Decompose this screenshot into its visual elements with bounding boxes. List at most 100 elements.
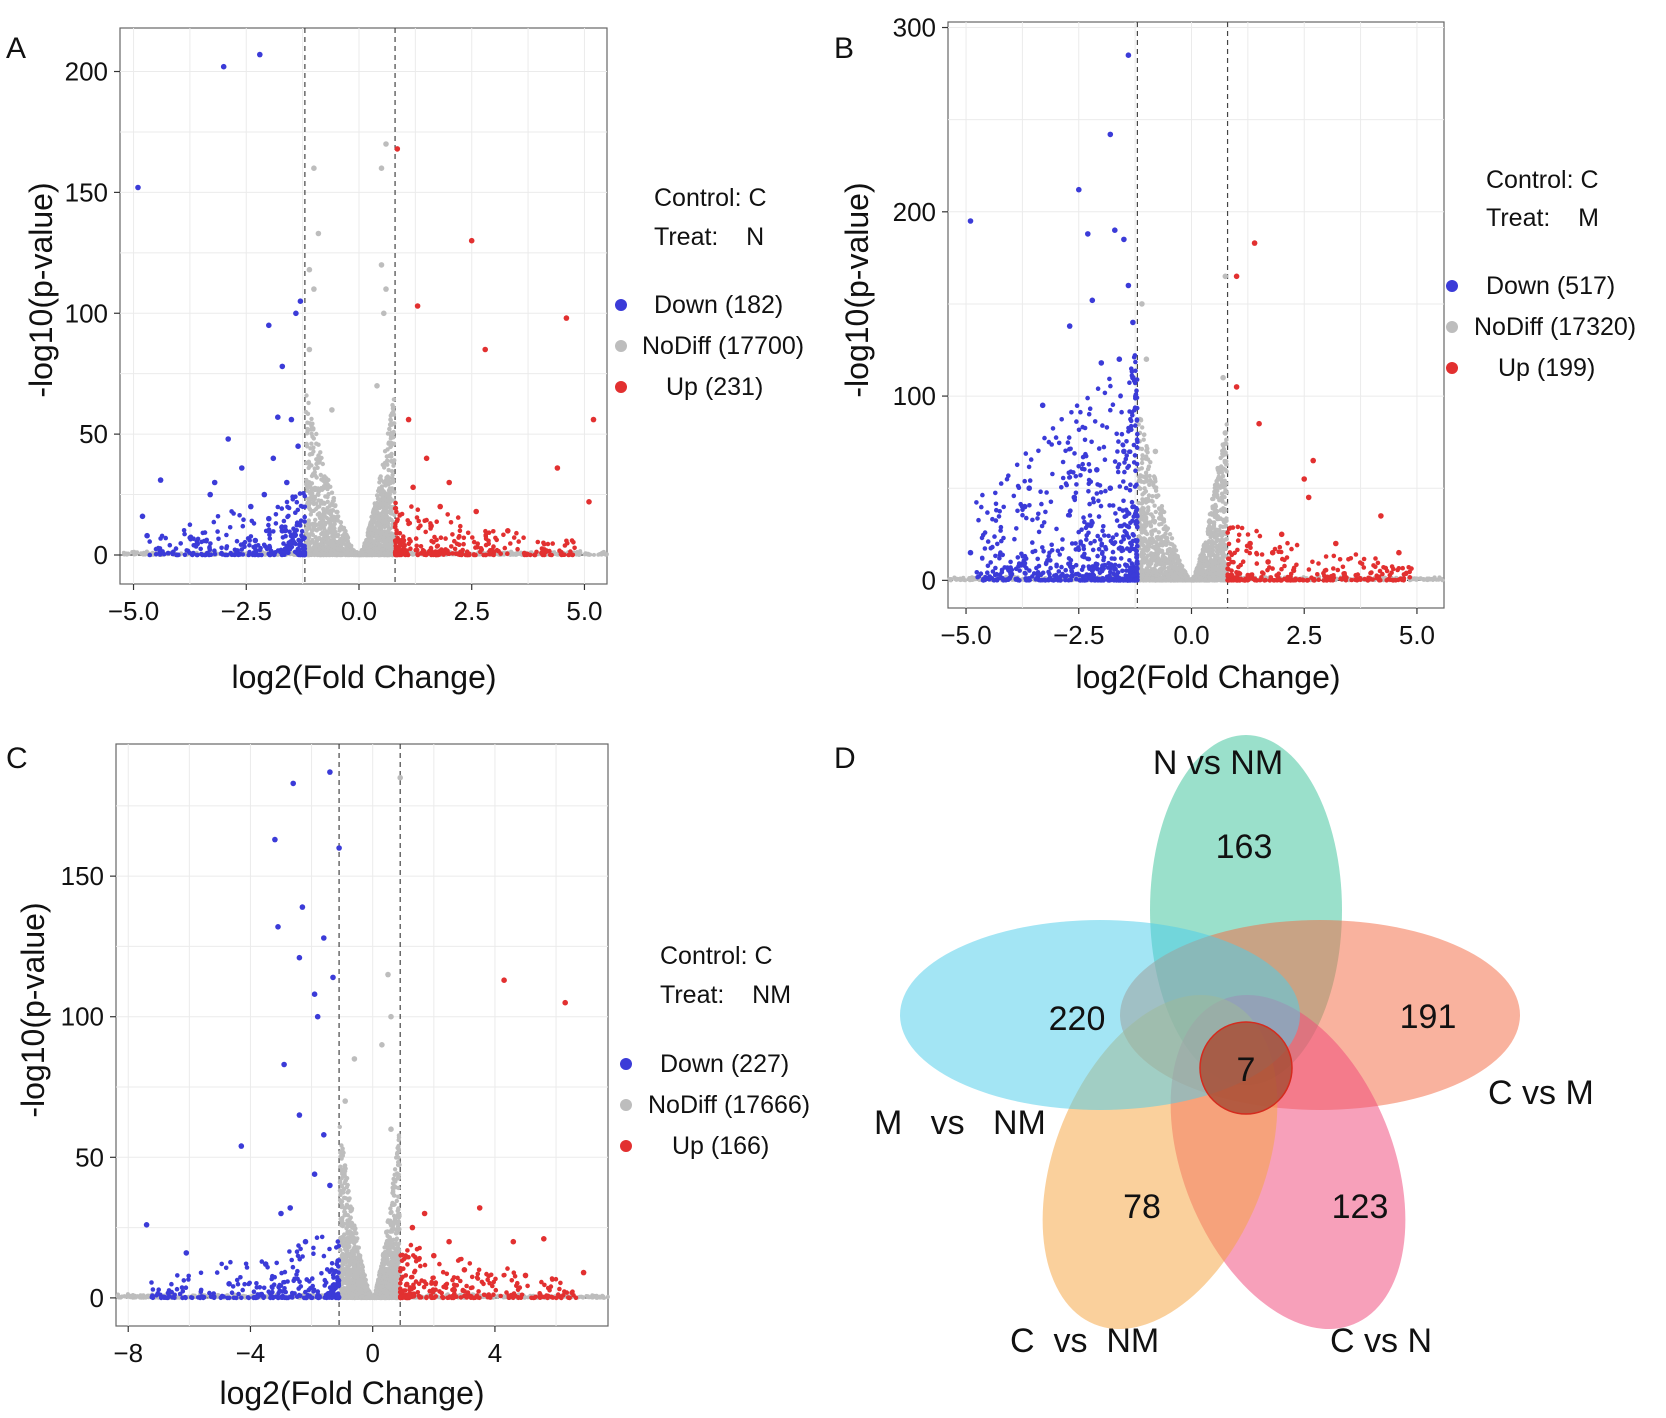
point-nodiff — [328, 484, 333, 489]
point-nodiff — [1172, 544, 1177, 549]
point-down — [223, 552, 228, 558]
point-down — [1098, 490, 1104, 495]
point-up — [428, 545, 434, 551]
point-up — [570, 552, 576, 558]
point-down — [1063, 567, 1068, 573]
point-down — [1049, 548, 1055, 553]
point-up — [482, 346, 489, 353]
point-nodiff — [1196, 563, 1201, 568]
point-down — [229, 509, 234, 514]
point-nodiff — [1140, 558, 1145, 564]
point-nodiff — [1211, 496, 1216, 502]
point-nodiff — [306, 346, 313, 353]
point-up — [443, 547, 448, 552]
point-down — [187, 522, 193, 527]
point-nodiff — [387, 498, 392, 503]
point-down — [992, 534, 997, 539]
point-nodiff — [389, 454, 394, 459]
point-down — [170, 551, 175, 557]
point-down — [998, 524, 1004, 530]
point-nodiff — [378, 262, 385, 268]
point-nodiff — [1223, 501, 1228, 506]
point-nodiff — [1159, 575, 1164, 580]
point-down — [294, 528, 300, 533]
point-nodiff — [1223, 546, 1229, 552]
point-down — [1096, 498, 1101, 504]
point-down — [287, 529, 292, 535]
point-down — [247, 543, 252, 548]
point-nodiff — [1213, 502, 1218, 508]
point-nodiff — [335, 509, 340, 515]
point-down — [238, 542, 244, 547]
point-down — [1116, 439, 1121, 444]
point-down — [1035, 556, 1040, 562]
point-down — [1080, 461, 1085, 467]
point-down — [1117, 484, 1123, 489]
point-up — [405, 518, 411, 523]
point-nodiff — [1220, 564, 1225, 569]
point-nodiff — [382, 502, 388, 507]
point-down — [296, 547, 302, 552]
point-nodiff — [313, 501, 319, 506]
point-nodiff — [391, 397, 397, 402]
point-down — [147, 539, 152, 544]
point-down — [1095, 482, 1100, 487]
point-nodiff — [1205, 548, 1210, 553]
panel-a-ytick-label: 200 — [65, 57, 108, 87]
point-up — [475, 541, 481, 546]
point-down — [267, 532, 272, 538]
point-nodiff — [361, 545, 367, 550]
point-nodiff — [369, 514, 374, 520]
point-nodiff — [385, 431, 391, 436]
point-up — [456, 542, 462, 547]
panel-a-volcano: A −5.0 −2.5 0.0 2.5 5.0 0 50 100 150 200… — [6, 27, 804, 695]
point-down — [1059, 485, 1064, 490]
point-down — [1069, 410, 1074, 415]
point-nodiff — [322, 474, 327, 479]
point-nodiff — [1169, 536, 1175, 541]
point-nodiff — [1142, 475, 1148, 480]
point-up — [541, 542, 547, 547]
point-nodiff — [383, 141, 389, 147]
point-nodiff — [338, 520, 343, 525]
point-down — [240, 552, 246, 557]
point-nodiff — [1145, 553, 1151, 558]
point-nodiff — [961, 575, 966, 580]
point-up — [428, 523, 434, 529]
point-nodiff — [362, 552, 367, 557]
point-nodiff — [1218, 573, 1223, 578]
point-down — [1068, 573, 1074, 579]
point-nodiff — [305, 500, 310, 505]
point-up — [473, 545, 478, 550]
point-up — [514, 530, 519, 536]
point-down — [178, 541, 183, 546]
point-nodiff — [377, 480, 382, 485]
point-nodiff — [390, 478, 396, 483]
point-nodiff — [381, 535, 386, 540]
point-nodiff — [1141, 432, 1147, 437]
point-nodiff — [311, 445, 316, 450]
point-up — [516, 539, 521, 544]
point-down — [1118, 393, 1123, 399]
point-up — [461, 541, 466, 547]
point-up — [395, 552, 400, 558]
point-nodiff — [1418, 576, 1423, 581]
point-down — [298, 503, 304, 509]
point-down — [1068, 446, 1073, 452]
point-down — [248, 503, 254, 510]
point-nodiff — [306, 459, 311, 464]
point-down — [182, 531, 187, 537]
point-nodiff — [378, 538, 383, 543]
point-nodiff — [512, 551, 517, 556]
point-nodiff — [954, 576, 959, 581]
point-down — [1133, 359, 1138, 365]
point-down — [1035, 516, 1040, 521]
point-nodiff — [1140, 497, 1145, 502]
point-nodiff — [1214, 478, 1219, 484]
point-up — [535, 539, 541, 545]
point-down — [1081, 546, 1087, 552]
point-down — [261, 542, 267, 548]
point-nodiff — [1168, 564, 1174, 569]
point-down — [1027, 478, 1033, 483]
panel-a-legend-down: Down (182) — [654, 291, 783, 319]
